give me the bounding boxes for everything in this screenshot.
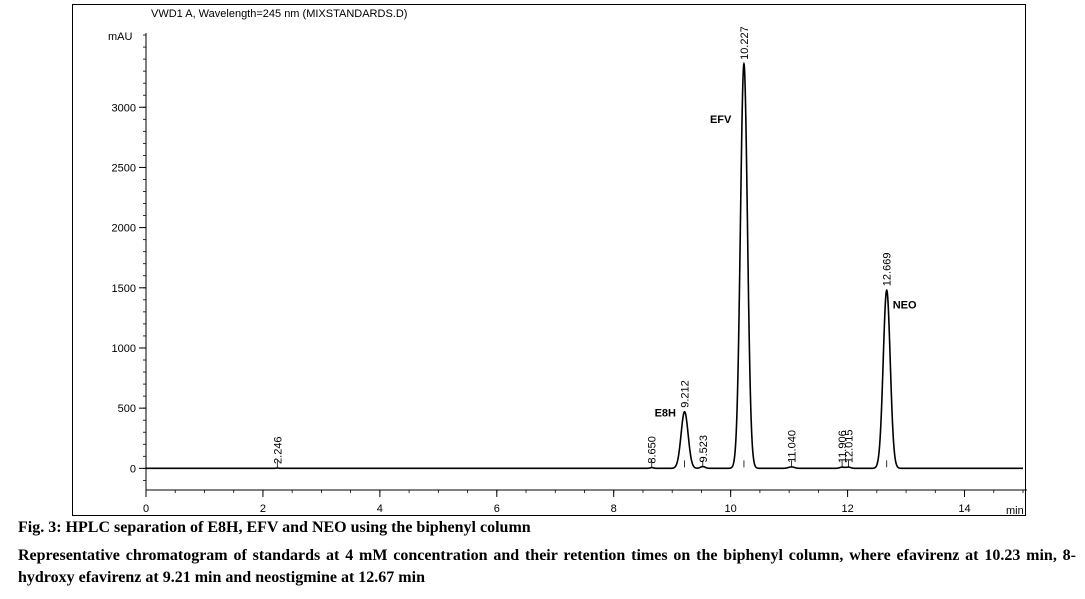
x-tick-label: 14: [958, 503, 970, 515]
x-tick-label: 10: [725, 503, 737, 515]
peak-rt-label: 11.040: [786, 430, 798, 463]
peak-rt-label: 9.212: [680, 380, 692, 408]
peak-name-label: NEO: [893, 299, 917, 311]
y-tick-label: 1500: [112, 283, 136, 295]
x-tick-label: 0: [143, 503, 149, 515]
x-tick-label: 2: [260, 503, 266, 515]
chromatogram-chart: VWD1 A, Wavelength=245 nm (MIXSTANDARDS.…: [72, 4, 1027, 517]
x-tick-label: 6: [494, 503, 500, 515]
chromatogram-svg: VWD1 A, Wavelength=245 nm (MIXSTANDARDS.…: [108, 8, 1027, 517]
figure-title: Fig. 3: HPLC separation of E8H, EFV and …: [18, 519, 531, 536]
peak-rt-label: 11.906: [837, 430, 849, 463]
y-tick-label: 2000: [112, 223, 136, 235]
chromatogram-trace: [146, 61, 1023, 470]
peak-rt-label: 9.523: [698, 435, 710, 463]
chart-title: VWD1 A, Wavelength=245 nm (MIXSTANDARDS.…: [151, 8, 407, 20]
peak-name-label: E8H: [655, 408, 676, 420]
peak-name-label: EFV: [710, 114, 732, 126]
y-tick-label: 2500: [112, 162, 136, 174]
peak-rt-label: 10.227: [739, 26, 751, 60]
x-tick-label: 12: [841, 503, 853, 515]
y-tick-label: 1000: [112, 343, 136, 355]
y-tick-label: 3000: [112, 102, 136, 114]
x-tick-label: 4: [377, 503, 383, 515]
y-axis-label: mAU: [108, 31, 133, 43]
peak-rt-label: 2.246: [272, 436, 284, 464]
peak-rt-label: 12.669: [882, 253, 894, 287]
peak-rt-label: 8.650: [647, 436, 659, 464]
figure-description: Representative chromatogram of standards…: [18, 547, 1076, 586]
peak-rt-label: 12.015: [843, 429, 855, 463]
x-tick-label: 8: [611, 503, 617, 515]
x-axis-label: min: [1006, 505, 1024, 517]
y-tick-label: 500: [118, 403, 136, 415]
y-tick-label: 0: [130, 463, 136, 475]
